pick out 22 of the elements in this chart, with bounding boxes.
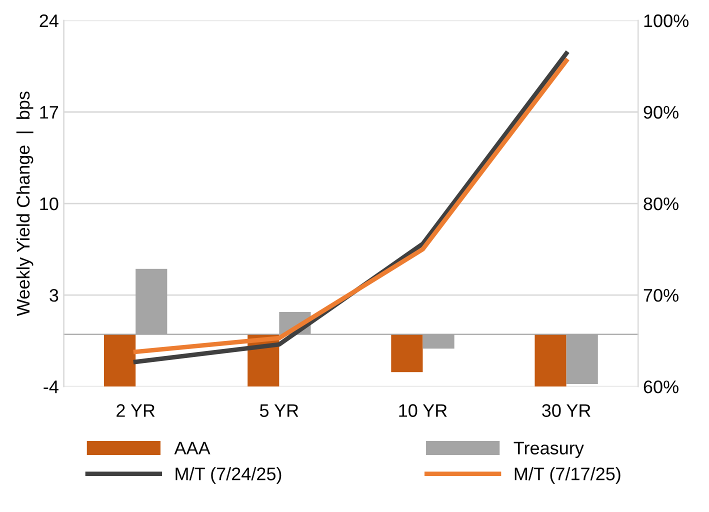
x-tick-label: 2 YR bbox=[116, 404, 155, 417]
y-axis-title: Weekly Yield Change | bps bbox=[16, 92, 34, 316]
bar bbox=[534, 334, 566, 387]
y-tick-label: 3 bbox=[50, 288, 58, 302]
bar bbox=[391, 334, 423, 372]
legend-label: Treasury bbox=[514, 442, 584, 458]
y2-tick-label: 60% bbox=[644, 380, 678, 394]
y2-tick-label: 90% bbox=[644, 106, 678, 119]
legend-label: AAA bbox=[174, 442, 210, 454]
x-tick-label: 30 YR bbox=[542, 404, 590, 417]
legend-label: M/T (7/17/25) bbox=[514, 467, 620, 484]
x-tick-label: 5 YR bbox=[260, 404, 298, 417]
y2-tick-label: 70% bbox=[644, 288, 678, 302]
y-tick-label: -4 bbox=[44, 380, 58, 394]
y2-tick-label: 80% bbox=[644, 197, 678, 210]
y-tick-label: 10 bbox=[40, 197, 58, 210]
legend-label: M/T (7/24/25) bbox=[176, 467, 282, 484]
y-tick-label: 17 bbox=[40, 106, 58, 119]
y2-tick-label: 100% bbox=[644, 14, 688, 28]
x-tick-label: 10 YR bbox=[399, 404, 447, 417]
bar bbox=[104, 334, 136, 387]
y-tick-label: 24 bbox=[40, 14, 58, 28]
